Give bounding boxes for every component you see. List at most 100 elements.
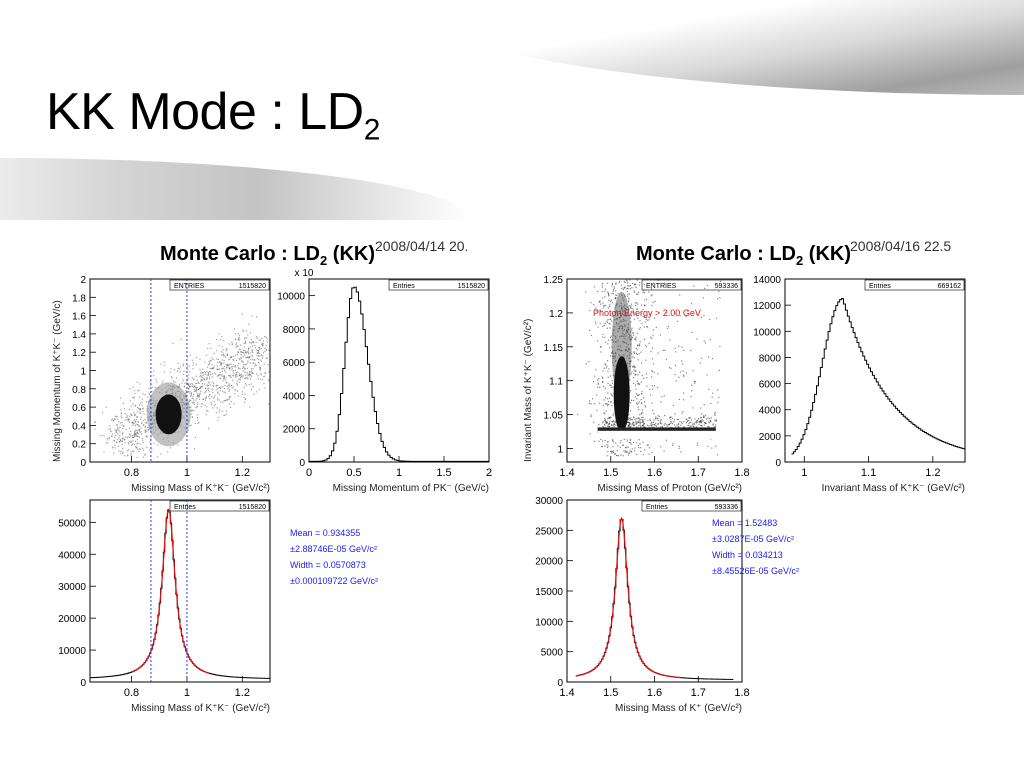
scatter-point: [651, 358, 653, 360]
scatter-point: [612, 421, 614, 423]
scatter-point: [189, 392, 191, 394]
scatter-point: [210, 402, 212, 404]
entries-label: ENTRIES: [646, 283, 677, 290]
scatter-point: [602, 336, 604, 338]
scatter-point: [135, 434, 137, 436]
scatter-point: [648, 447, 650, 449]
scatter-point: [250, 375, 252, 377]
scatter-point: [626, 364, 628, 366]
scatter-point: [220, 351, 222, 353]
scatter-point: [606, 398, 609, 400]
scatter-point: [112, 433, 114, 435]
scatter-point: [630, 390, 632, 392]
scatter-point: [128, 436, 131, 438]
scatter-point: [201, 383, 203, 385]
scatter-point: [226, 355, 228, 357]
y-tick-label: 5000: [541, 648, 564, 659]
scatter-point: [602, 325, 604, 327]
scatter-point: [134, 431, 136, 433]
scatter-point: [671, 444, 674, 446]
scatter-point: [247, 352, 249, 354]
y-tick-label: 20000: [58, 614, 86, 625]
scatter-point: [247, 334, 249, 336]
y-tick-label: 0: [775, 458, 781, 469]
scatter-point: [670, 418, 672, 420]
y-tick-label: 10000: [58, 646, 86, 657]
scatter-point: [259, 367, 261, 369]
scatter-point: [118, 445, 120, 447]
scatter-point: [648, 283, 651, 285]
scatter-point: [191, 383, 193, 385]
scatter-point: [133, 419, 135, 421]
scatter-point: [627, 350, 629, 353]
scatter-point: [206, 409, 208, 412]
scatter-point: [140, 402, 142, 404]
scatter-point: [265, 336, 267, 338]
scatter-point: [651, 376, 653, 378]
scatter-point: [629, 450, 631, 452]
entries-box-frame: [169, 500, 270, 512]
scatter-point: [644, 344, 647, 346]
scatter-point: [209, 384, 211, 386]
scatter-point: [130, 441, 132, 444]
scatter-point: [663, 450, 665, 452]
scatter-point: [623, 336, 625, 338]
scatter-point: [138, 389, 140, 391]
scatter-point: [260, 374, 262, 376]
scatter-point: [139, 383, 141, 385]
scatter-point: [601, 376, 603, 378]
scatter-point: [213, 382, 215, 384]
scatter-point: [145, 421, 147, 423]
scatter-point: [637, 445, 639, 447]
x-tick-label: 0.8: [124, 467, 139, 479]
scatter-point: [94, 421, 96, 423]
scatter-point: [616, 323, 618, 325]
scatter-point: [118, 430, 120, 432]
scatter-point: [638, 409, 640, 411]
scatter-point: [605, 421, 607, 423]
scatter-point: [252, 372, 254, 374]
scatter-point: [635, 370, 637, 372]
scatter-point: [610, 386, 612, 389]
scatter-point: [630, 335, 632, 337]
scatter-point: [260, 347, 262, 349]
scatter-point: [714, 414, 716, 416]
scatter-point: [606, 455, 608, 457]
scatter-point: [144, 430, 146, 432]
scatter-point: [260, 359, 262, 361]
scatter-point: [617, 293, 619, 295]
scatter-point: [617, 348, 619, 350]
scatter-point: [197, 402, 199, 404]
y-axis-label: Missing Momentum of K⁺K⁻ (GeV/c): [52, 300, 63, 462]
scatter-point: [595, 369, 597, 371]
x-axis-label: Invariant Mass of K⁺K⁻ (GeV/c²): [822, 483, 965, 494]
scatter-point: [625, 329, 628, 331]
scatter-point: [216, 375, 218, 377]
scatter-point: [127, 454, 129, 456]
scatter-point: [610, 393, 612, 395]
scatter-point: [612, 290, 614, 293]
scatter-point: [242, 365, 244, 368]
y-tick-label: 2000: [283, 425, 306, 436]
scatter-point: [653, 413, 655, 415]
scatter-point: [242, 375, 244, 377]
scatter-point: [115, 415, 117, 417]
scatter-point: [629, 293, 631, 295]
scatter-point: [223, 362, 225, 364]
scatter-point: [183, 370, 185, 372]
scatter-point: [204, 373, 206, 376]
scatter-point: [615, 365, 617, 367]
scatter-point: [186, 381, 188, 384]
scatter-point: [666, 425, 668, 427]
scatter-point: [606, 365, 608, 367]
scatter-point: [667, 325, 669, 328]
scatter-point: [610, 451, 612, 453]
scatter-point: [115, 430, 117, 432]
scatter-point: [627, 313, 629, 315]
scatter-point: [130, 435, 132, 437]
scatter-point: [178, 384, 181, 386]
scatter-point: [177, 444, 179, 446]
scatter-point: [668, 424, 670, 426]
scatter-point: [701, 420, 703, 422]
